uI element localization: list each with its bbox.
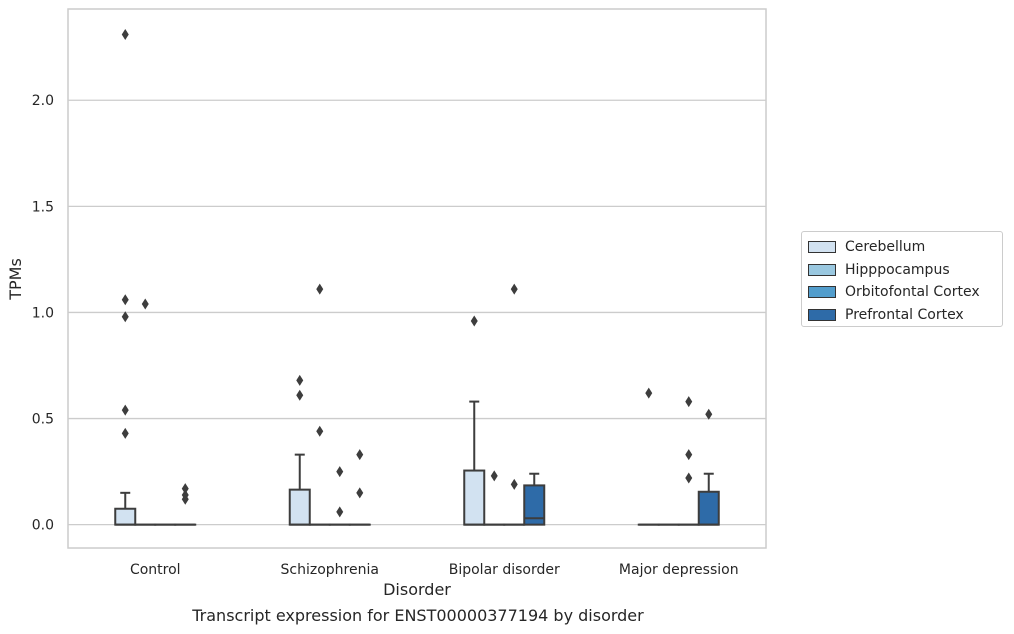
x-tick-labels: Control Schizophrenia Bipolar disorder Majo… [130, 562, 739, 578]
outlier-point [336, 466, 344, 478]
legend-swatch-orbitofrontal-cortex [808, 286, 836, 299]
outlier-point [356, 449, 364, 461]
box-0-1 [288, 488, 311, 526]
legend-swatch-hippocampus [808, 263, 836, 276]
chart-caption: Transcript expression for ENST0000037719… [192, 606, 644, 625]
outlier-point [470, 315, 478, 327]
outlier-markers [121, 28, 713, 518]
outlier-point [316, 425, 324, 437]
outlier-point [510, 283, 518, 295]
y-tick-label: 0.5 [32, 412, 54, 428]
x-tick-label: Major depression [619, 562, 739, 578]
legend: Cerebellum Hipppocampus Orbitofontal Cor… [801, 231, 1003, 327]
outlier-point [685, 396, 693, 408]
outlier-point [121, 28, 129, 40]
outlier-point [141, 298, 149, 310]
box-3-3 [697, 490, 720, 526]
y-tick-labels: 0.0 0.5 1.0 1.5 2.0 [32, 93, 54, 533]
outlier-point [121, 427, 129, 439]
outlier-point [705, 408, 713, 420]
legend-label-prefrontal-cortex: Prefrontal Cortex [845, 306, 964, 323]
y-tick-label: 2.0 [32, 93, 54, 109]
outlier-point [121, 311, 129, 323]
outlier-point [645, 387, 653, 399]
outlier-point [510, 478, 518, 490]
legend-item-cerebellum: Cerebellum [808, 236, 1002, 259]
outlier-point [181, 489, 189, 501]
outlier-point [490, 470, 498, 482]
legend-item-prefrontal-cortex: Prefrontal Cortex [808, 304, 1002, 327]
legend-item-hippocampus: Hipppocampus [808, 259, 1002, 282]
box-0-0 [114, 507, 137, 526]
legend-label-orbitofrontal-cortex: Orbitofontal Cortex [845, 284, 980, 301]
y-tick-label: 1.5 [32, 199, 54, 215]
legend-item-orbitofrontal-cortex: Orbitofontal Cortex [808, 281, 1002, 304]
x-tick-label: Control [130, 562, 181, 578]
x-axis-label: Disorder [383, 580, 451, 599]
plot-frame [67, 8, 767, 549]
grid-lines [68, 99, 766, 526]
legend-swatch-prefrontal-cortex [808, 308, 836, 321]
y-tick-label: 0.0 [32, 518, 54, 534]
outlier-point [296, 374, 304, 386]
legend-swatch-cerebellum [808, 241, 836, 254]
x-tick-label: Schizophrenia [281, 562, 379, 578]
outlier-point [336, 506, 344, 518]
outlier-point [121, 404, 129, 416]
outlier-point [685, 472, 693, 484]
outlier-point [316, 283, 324, 295]
y-tick-label: 1.0 [32, 305, 54, 321]
outlier-point [181, 483, 189, 495]
outlier-point [685, 449, 693, 461]
box-0-2 [463, 469, 486, 526]
x-tick-label: Bipolar disorder [449, 562, 560, 578]
y-axis-label: TPMs [6, 258, 25, 301]
legend-label-hippocampus: Hipppocampus [845, 261, 950, 278]
outlier-point [296, 389, 304, 401]
legend-label-cerebellum: Cerebellum [845, 239, 926, 256]
outlier-point [356, 487, 364, 499]
outlier-point [121, 294, 129, 306]
box-marks [114, 400, 720, 526]
